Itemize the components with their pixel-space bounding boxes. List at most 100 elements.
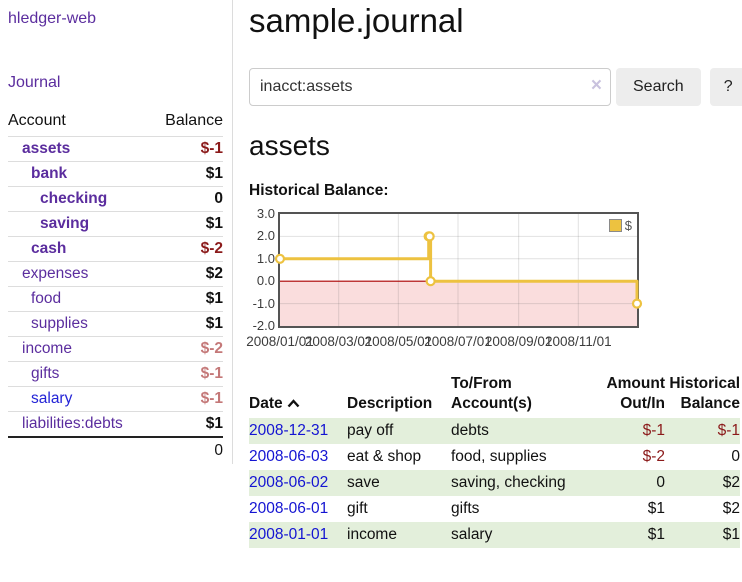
transaction-description: gift: [347, 500, 368, 517]
account-row: liabilities:debts $1: [8, 411, 223, 437]
help-button[interactable]: ?: [709, 68, 742, 106]
account-row: supplies $1: [8, 311, 223, 337]
account-link[interactable]: assets: [22, 140, 71, 157]
transaction-amount: 0: [656, 474, 665, 491]
balance-value: $1: [150, 311, 223, 337]
y-axis-label: 0.0: [256, 273, 275, 289]
account-row: food $1: [8, 286, 223, 312]
register-header-amount: Amount Out/In: [606, 375, 665, 412]
account-row: saving $1: [8, 211, 223, 237]
y-axis-label: -2.0: [252, 318, 275, 333]
accounts-total-row: 0: [8, 436, 223, 464]
search-input[interactable]: [249, 68, 611, 106]
chart-heading: Historical Balance:: [249, 182, 389, 199]
account-row: salary $-1: [8, 386, 223, 412]
balance-value: $-2: [150, 336, 223, 362]
x-axis-label: 2008/03/01: [304, 334, 373, 349]
account-link[interactable]: supplies: [31, 315, 88, 332]
transaction-date: 2008-01-01: [249, 522, 347, 548]
app-layout: hledger-web Journal Account Balance asse…: [8, 0, 742, 548]
search-form: × Search ?: [249, 68, 742, 106]
accounts-table: Account Balance assets $-1 bank $1 checking 0…: [8, 108, 223, 464]
main-content: sample.journal × Search ? assets Histori…: [233, 0, 742, 548]
transaction-row: 2008-06-03 eat & shop food, supplies $-2 0: [249, 444, 740, 470]
account-row: expenses $2: [8, 261, 223, 287]
transaction-balance: $2: [722, 500, 740, 517]
transaction-row: 2008-06-02 save saving, checking 0 $2: [249, 470, 740, 496]
account-row: checking 0: [8, 186, 223, 212]
transaction-date: 2008-06-02: [249, 470, 347, 496]
account-link[interactable]: food: [31, 290, 62, 307]
transaction-row: 2008-01-01 income salary $1 $1: [249, 522, 740, 548]
transaction-accounts: food, supplies: [451, 448, 547, 465]
transaction-date-link[interactable]: 2008-06-02: [249, 474, 329, 491]
account-link[interactable]: checking: [40, 190, 108, 207]
x-axis-label: 2008/05/01: [364, 334, 433, 349]
transaction-date: 2008-12-31: [249, 418, 347, 444]
balance-value: $-2: [150, 236, 223, 262]
transaction-row: 2008-12-31 pay off debts $-1 $-1: [249, 418, 740, 444]
y-axis-label: -1.0: [252, 295, 275, 311]
balance-value: $-1: [150, 136, 223, 162]
transaction-accounts: debts: [451, 422, 489, 439]
brand-link[interactable]: hledger-web: [8, 10, 97, 27]
account-link[interactable]: income: [22, 340, 72, 357]
account-link[interactable]: bank: [31, 165, 68, 182]
transaction-description: save: [347, 474, 380, 491]
x-axis-label: 2008/07/01: [424, 334, 492, 349]
balance-value: $1: [150, 161, 223, 187]
x-axis-label: 2008/01/01: [246, 334, 314, 349]
account-link[interactable]: cash: [31, 240, 67, 257]
balance-value: $1: [150, 411, 223, 437]
account-row: cash $-2: [8, 236, 223, 262]
transaction-amount: $1: [647, 500, 665, 517]
transaction-accounts: gifts: [451, 500, 480, 517]
clear-search-icon[interactable]: ×: [590, 75, 602, 96]
transaction-balance: $2: [722, 474, 740, 491]
account-link[interactable]: saving: [40, 215, 90, 232]
transaction-balance: $-1: [717, 422, 740, 439]
balance-value: $2: [150, 261, 223, 287]
account-link[interactable]: liabilities:debts: [22, 415, 123, 432]
chart-legend: $: [606, 217, 634, 234]
transaction-amount: $1: [647, 526, 665, 543]
y-axis-label: 2.0: [256, 228, 275, 244]
transaction-date-link[interactable]: 2008-01-01: [249, 526, 329, 543]
balance-value: $-1: [150, 386, 223, 412]
account-link[interactable]: salary: [31, 390, 73, 407]
transaction-row: 2008-06-01 gift gifts $1 $2: [249, 496, 740, 522]
transaction-description: eat & shop: [347, 448, 422, 465]
register-table: Date Description To/From Account(s) Amou…: [249, 372, 740, 548]
transaction-date-link[interactable]: 2008-06-01: [249, 500, 329, 517]
account-row: bank $1: [8, 161, 223, 187]
x-axis-label: 2008/11/01: [545, 334, 612, 349]
balance-value: $1: [150, 211, 223, 237]
sidebar-item-journal[interactable]: Journal: [8, 74, 61, 91]
balance-chart: $ 3.0 2.0 1.0 0.0 -1.0 -2.0 2008/01/01 2008/03/…: [246, 206, 729, 354]
account-link[interactable]: gifts: [31, 365, 60, 382]
balance-chart-plot[interactable]: $: [274, 212, 643, 328]
chevron-up-icon: [287, 399, 299, 408]
account-row: assets $-1: [8, 136, 223, 162]
register-header-date[interactable]: Date: [249, 372, 347, 418]
balance-value: $-1: [150, 361, 223, 387]
transaction-date-link[interactable]: 2008-06-03: [249, 448, 329, 465]
transaction-accounts: saving, checking: [451, 474, 566, 491]
y-axis-label: 3.0: [256, 206, 275, 221]
transaction-date: 2008-06-03: [249, 444, 347, 470]
search-button[interactable]: Search: [616, 68, 701, 106]
accounts-header-balance: Balance: [165, 112, 223, 129]
transaction-amount: $-2: [642, 448, 665, 465]
legend-swatch-icon: [608, 219, 622, 232]
transaction-date-link[interactable]: 2008-12-31: [249, 422, 329, 439]
transaction-accounts: salary: [451, 526, 493, 543]
balance-value: $1: [150, 286, 223, 312]
account-row: income $-2: [8, 336, 223, 362]
register-header-balance: Historical Balance: [669, 375, 740, 412]
x-axis-label: 2008/09/01: [484, 334, 553, 349]
account-link[interactable]: expenses: [22, 265, 89, 282]
accounts-total-value: 0: [150, 436, 223, 464]
legend-label: $: [624, 218, 632, 233]
transaction-amount: $-1: [642, 422, 665, 439]
y-axis-label: 1.0: [256, 250, 275, 266]
